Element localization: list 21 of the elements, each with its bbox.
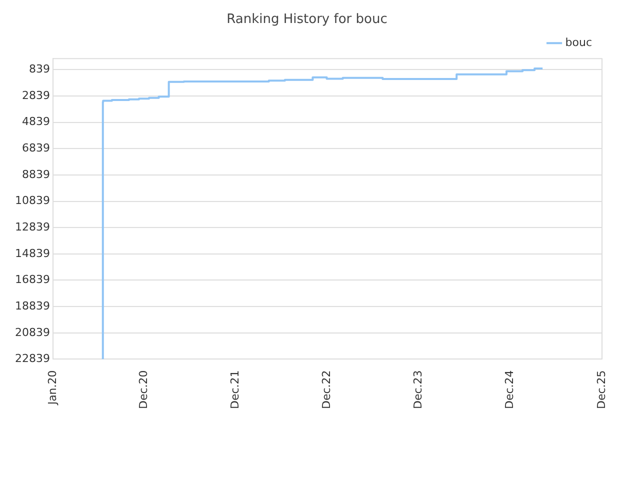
chart-title: Ranking History for bouc — [226, 12, 388, 28]
y-tick-label: 20839 — [14, 326, 50, 339]
x-tick-label: Dec.24 — [503, 370, 516, 409]
y-tick-label: 839 — [28, 62, 50, 76]
y-tick-label: 8839 — [22, 168, 50, 181]
y-tick-label: 14839 — [14, 246, 50, 260]
y-tick-label: 18839 — [14, 299, 50, 312]
x-tick-label: Dec.20 — [137, 370, 150, 409]
y-tick-label: 10839 — [14, 194, 50, 208]
x-tick-label: Dec.23 — [412, 370, 425, 409]
y-tick-label: 22839 — [14, 352, 50, 366]
y-tick-label: 12839 — [14, 220, 50, 234]
y-tick-label: 6839 — [22, 141, 50, 154]
x-tick-label: Jan.20 — [46, 370, 59, 406]
x-tick-label: Dec.21 — [228, 370, 242, 409]
y-tick-label: 4839 — [22, 115, 50, 128]
y-tick-label: 16839 — [14, 273, 50, 286]
legend-label: bouc — [565, 36, 592, 49]
x-tick-label: Dec.25 — [594, 370, 608, 409]
x-tick-label: Dec.22 — [320, 370, 334, 409]
y-tick-label: 2839 — [22, 88, 50, 102]
